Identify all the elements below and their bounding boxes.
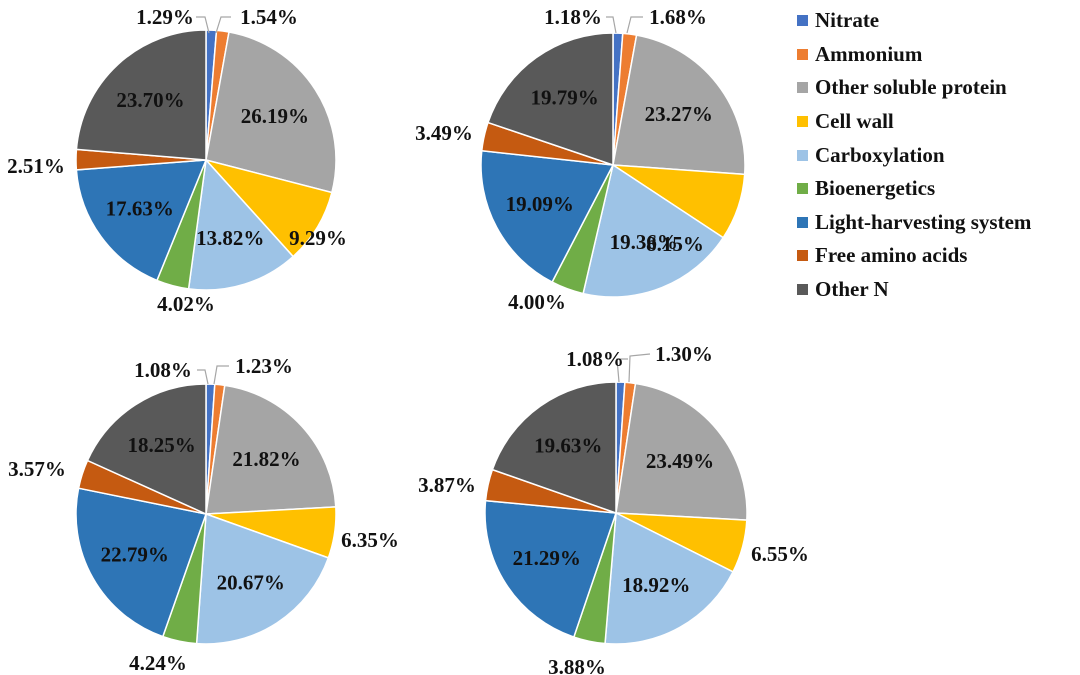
legend-item-ammonium: Ammonium: [797, 38, 1031, 72]
legend-swatch-light-harvesting-system: [797, 216, 808, 228]
pie-1-data-label-ammonium: 1.54%: [240, 5, 298, 29]
pie-3-data-label-carboxylation: 20.67%: [217, 571, 285, 595]
pie-2-data-label-nitrate: 1.18%: [544, 5, 602, 29]
pie-2-data-label-cell-wall: 8.15%: [646, 232, 704, 256]
pie-3-slice-carboxylation: [195, 512, 330, 645]
legend-label-ammonium: Ammonium: [815, 41, 923, 66]
pie-chart-4: 1.08% 1.30% 23.49% 6.55% 18.92% 3.88% 21.29% 3.…: [418, 342, 809, 675]
pie-3-data-label-bioenergetics: 4.24%: [129, 651, 187, 675]
pie-4-slice-light-harvesting-system: [484, 499, 618, 638]
pie-3-slice-light-harvesting-system: [75, 487, 207, 638]
pie-1-data-label-nitrate: 1.29%: [136, 5, 194, 29]
pie-3-slice-other-soluble-protein: [205, 384, 337, 515]
pie-4-data-label-bioenergetics: 3.88%: [548, 655, 606, 675]
pie-1-data-label-light-harvesting-system: 17.63%: [106, 196, 174, 220]
legend-item-bioenergetics: Bioenergetics: [797, 172, 1031, 206]
pie-2-slice-other-n: [487, 32, 614, 167]
legend-label-cell-wall: Cell wall: [815, 109, 894, 134]
pie-1-data-label-cell-wall: 9.29%: [289, 226, 347, 250]
pie-1-data-label-carboxylation: 13.82%: [196, 226, 264, 250]
pie-1-data-label-free-amino-acids: 2.51%: [7, 154, 65, 178]
pie-4-slice-other-n: [491, 381, 617, 515]
pie-4-data-label-ammonium: 1.30%: [655, 342, 713, 366]
pie-3-data-label-other-soluble-protein: 21.82%: [232, 447, 300, 471]
pie-4-data-label-carboxylation: 18.92%: [622, 573, 690, 597]
pie-4-leader-line-nitrate: [616, 358, 628, 383]
pie-3-data-label-other-n: 18.25%: [127, 433, 195, 457]
legend-label-nitrate: Nitrate: [815, 8, 880, 33]
pie-1-slice-other-n: [75, 29, 207, 161]
legend-swatch-cell-wall: [797, 116, 808, 128]
pie-4-slice-other-soluble-protein: [615, 382, 748, 521]
legend-label-carboxylation: Carboxylation: [815, 142, 945, 167]
pie-2-slice-light-harvesting-system: [480, 149, 615, 284]
pie-2-data-label-light-harvesting-system: 19.09%: [506, 192, 574, 216]
legend: Nitrate Ammonium Other soluble protein Cell…: [797, 4, 1031, 306]
legend-swatch-nitrate: [797, 15, 808, 27]
legend-item-light-harvesting-system: Light-harvesting system: [797, 206, 1031, 240]
legend-label-light-harvesting-system: Light-harvesting system: [815, 209, 1032, 234]
pie-3-data-label-nitrate: 1.08%: [134, 358, 192, 382]
pie-2-data-label-other-soluble-protein: 23.27%: [645, 102, 713, 126]
pie-3-data-label-ammonium: 1.23%: [235, 354, 293, 378]
legend-item-other-n: Other N: [797, 273, 1031, 307]
pie-2-leader-line-ammonium: [626, 16, 643, 34]
pie-1-leader-line-ammonium: [215, 16, 231, 34]
pie-4-data-label-nitrate: 1.08%: [566, 347, 624, 371]
pie-4-data-label-other-n: 19.63%: [534, 434, 602, 458]
pie-1-leader-line-nitrate: [196, 16, 210, 34]
pie-3-data-label-cell-wall: 6.35%: [341, 528, 399, 552]
pie-4-slice-carboxylation: [604, 511, 735, 645]
pie-2-data-label-carboxylation: 19.36%: [610, 230, 678, 254]
pie-1-slice-carboxylation: [187, 158, 295, 291]
legend-item-free-amino-acids: Free amino acids: [797, 239, 1031, 273]
pie-3-data-label-light-harvesting-system: 22.79%: [101, 542, 169, 566]
legend-swatch-other-n: [797, 284, 808, 296]
pie-3-leader-line-ammonium: [213, 365, 229, 385]
pie-2-data-label-free-amino-acids: 3.49%: [415, 121, 473, 145]
legend-swatch-carboxylation: [797, 149, 808, 161]
pie-4-data-label-free-amino-acids: 3.87%: [418, 473, 476, 497]
legend-label-other-soluble-protein: Other soluble protein: [815, 75, 1007, 100]
pie-4-leader-line-ammonium: [628, 353, 651, 383]
pie-1-data-label-bioenergetics: 4.02%: [157, 292, 215, 316]
pie-chart-2: 1.18% 1.68% 23.27% 8.15%19.36% 4.00% 19.09% 3.…: [415, 5, 746, 314]
pie-4-data-label-other-soluble-protein: 23.49%: [646, 449, 714, 473]
pie-4-data-label-light-harvesting-system: 21.29%: [513, 546, 581, 570]
pie-2-slice-carboxylation: [582, 163, 725, 298]
pie-chart-1: 1.29% 1.54% 26.19% 9.29% 13.82% 4.02% 17.63% 2.…: [7, 5, 347, 316]
legend-swatch-bioenergetics: [797, 183, 808, 195]
legend-swatch-free-amino-acids: [797, 250, 808, 262]
legend-swatch-ammonium: [797, 48, 808, 60]
pie-2-slice-other-soluble-protein: [612, 34, 746, 176]
pie-1-data-label-other-soluble-protein: 26.19%: [241, 104, 309, 128]
legend-swatch-other-soluble-protein: [797, 82, 808, 94]
pie-1-slice-light-harvesting-system: [75, 159, 208, 282]
pie-chart-3: 1.08% 1.23% 21.82% 6.35% 20.67% 4.24% 22.79% 3.…: [8, 354, 399, 675]
legend-item-nitrate: Nitrate: [797, 4, 1031, 38]
pie-1-slice-other-soluble-protein: [205, 31, 337, 194]
pie-3-data-label-free-amino-acids: 3.57%: [8, 457, 66, 481]
pie-3-leader-line-nitrate: [197, 369, 209, 385]
pie-3-slice-other-n: [86, 383, 207, 516]
pie-2-data-label-ammonium: 1.68%: [649, 5, 707, 29]
legend-label-bioenergetics: Bioenergetics: [815, 176, 936, 201]
pie-1-data-label-other-n: 23.70%: [116, 88, 184, 112]
pie-2-data-label-bioenergetics: 4.00%: [508, 290, 566, 314]
pie-2-data-label-other-n: 19.79%: [530, 85, 598, 109]
legend-item-carboxylation: Carboxylation: [797, 138, 1031, 172]
legend-label-other-n: Other N: [815, 277, 889, 302]
legend-item-other-soluble-protein: Other soluble protein: [797, 71, 1031, 105]
pie-4-data-label-cell-wall: 6.55%: [751, 542, 809, 566]
legend-item-cell-wall: Cell wall: [797, 105, 1031, 139]
pie-2-leader-line-nitrate: [606, 16, 617, 34]
legend-label-free-amino-acids: Free amino acids: [815, 243, 968, 268]
